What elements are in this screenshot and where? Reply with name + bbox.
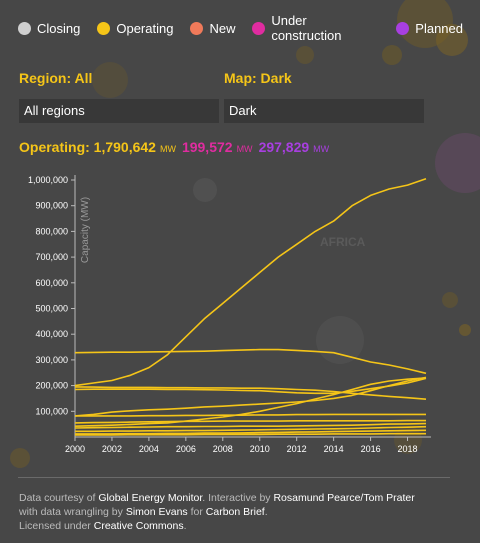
x-tick-label: 2018: [398, 444, 418, 454]
y-tick-label: 100,000: [35, 406, 68, 416]
series-line-2: [74, 348, 427, 375]
map-dot: [435, 133, 480, 193]
y-tick-label: 600,000: [35, 278, 68, 288]
map-dot: [10, 448, 30, 468]
y-tick-label: 500,000: [35, 304, 68, 314]
series-line-5: [74, 376, 427, 417]
series-line-11: [75, 429, 427, 435]
footer-text: for: [187, 506, 206, 518]
y-tick-label: 700,000: [35, 252, 68, 262]
x-tick-label: 2002: [102, 444, 122, 454]
carbon-brief-link[interactable]: Carbon Brief: [205, 506, 265, 518]
series-line-3: [74, 386, 427, 400]
map-style-label: Map: Dark: [224, 70, 292, 86]
y-tick-label: 300,000: [35, 355, 68, 365]
legend-item-closing[interactable]: Closing: [18, 13, 80, 43]
legend-label: Planned: [415, 20, 463, 36]
y-tick-label: 900,000: [35, 201, 68, 211]
series-line-1: [74, 177, 427, 387]
capacity-line-chart: 100,000 200,000 300,000 400,000 500,000 600,0…: [28, 175, 431, 454]
series-line-9: [74, 422, 427, 429]
legend-label: Under construction: [271, 13, 342, 43]
map-region-label: AFRICA: [320, 235, 366, 249]
under-construction-dot-icon: [252, 21, 266, 35]
map-style-select[interactable]: Dark: [224, 99, 424, 123]
global-energy-monitor-link[interactable]: Global Energy Monitor: [98, 492, 203, 504]
y-tick-label: 400,000: [35, 329, 68, 339]
y-axis-title: Capacity (MW): [80, 197, 91, 263]
series-line-6: [74, 377, 427, 427]
footer-text: with data wrangling by: [19, 506, 126, 518]
legend-label: Closing: [37, 20, 81, 36]
planned-dot-icon: [396, 21, 410, 35]
x-tick-label: 2014: [324, 444, 344, 454]
x-tick-label: 2006: [176, 444, 196, 454]
footer-divider: [18, 477, 450, 478]
series-line-10: [75, 425, 427, 433]
legend-item-operating[interactable]: Operating: [97, 13, 173, 43]
x-tick-label: 2004: [139, 444, 159, 454]
series-line-12: [75, 432, 426, 436]
planned-total: 297,829: [258, 139, 310, 155]
operating-total: Operating: 1,790,642: [19, 139, 156, 155]
legend-item-under-construction[interactable]: Under construction: [252, 13, 379, 43]
x-tick-label: 2000: [65, 444, 85, 454]
footer-text: Data courtesy of: [19, 492, 99, 504]
map-dot: [442, 292, 458, 308]
map-dot: [296, 46, 314, 64]
authors-link[interactable]: Rosamund Pearce/Tom Prater: [273, 492, 415, 504]
footer-credits: Data courtesy of Global Energy Monitor. …: [19, 491, 415, 533]
footer-text: .: [183, 520, 187, 532]
x-tick-label: 2012: [287, 444, 307, 454]
legend-item-new[interactable]: New: [190, 13, 235, 43]
legend-item-planned[interactable]: Planned: [396, 13, 463, 43]
planned-unit: MW: [313, 144, 330, 154]
x-tick-label: 2008: [213, 444, 233, 454]
under-construction-total: 199,572: [181, 139, 233, 155]
map-dot: [459, 324, 471, 336]
operating-unit: MW: [159, 144, 176, 154]
map-dot: [436, 24, 468, 56]
map-dot: [382, 45, 402, 65]
closing-dot-icon: [18, 21, 31, 35]
operating-dot-icon: [97, 21, 111, 35]
legend: Closing Operating New Under construction…: [18, 13, 480, 43]
series-line-7: [75, 413, 426, 417]
under-construction-unit: MW: [236, 144, 253, 154]
map-dot: [193, 178, 217, 202]
simon-evans-link[interactable]: Simon Evans: [125, 506, 188, 518]
y-tick-label: 800,000: [35, 226, 68, 236]
x-tick-label: 2016: [361, 444, 381, 454]
legend-label: Operating: [116, 20, 174, 36]
region-select[interactable]: All regions: [19, 99, 219, 123]
series-line-4: [74, 377, 427, 395]
footer-text: Licensed under: [19, 520, 94, 532]
creative-commons-link[interactable]: Creative Commons: [93, 520, 184, 532]
capacity-totals: Operating: 1,790,642 MW 199,572 MW 297,829 MW: [19, 139, 335, 155]
y-tick-label: 200,000: [35, 381, 68, 391]
footer-text: . Interactive by: [202, 492, 274, 504]
x-tick-label: 2010: [250, 444, 270, 454]
legend-label: New: [209, 20, 236, 36]
region-label: Region: All: [19, 70, 93, 86]
new-dot-icon: [190, 21, 204, 35]
series-line-8: [74, 419, 426, 424]
y-tick-label: 1,000,000: [28, 175, 68, 185]
map-dot: [92, 62, 128, 98]
footer-text: .: [264, 506, 268, 518]
